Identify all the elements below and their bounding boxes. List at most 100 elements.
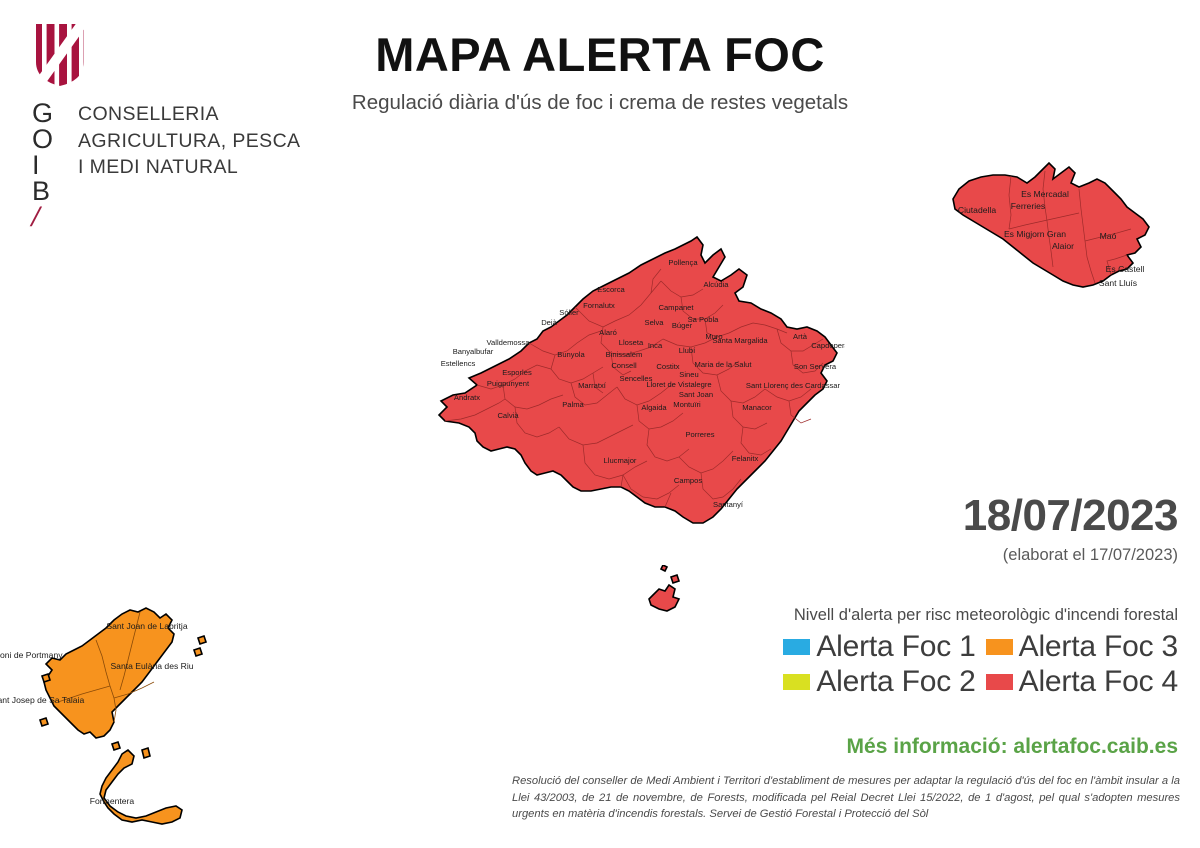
municipality-label: Alcúdia: [704, 280, 730, 289]
municipality-label: Formentera: [90, 796, 135, 806]
municipality-label: Banyalbufar: [453, 347, 494, 356]
municipality-label: Sencelles: [620, 374, 653, 383]
municipality-label: Ferreries: [1011, 201, 1045, 211]
page-header: MAPA ALERTA FOC Regulació diària d'ús de…: [0, 30, 1200, 116]
municipality-label: Maó: [1100, 231, 1117, 241]
goib-acronym-block: G O I B / CONSELLERIA AGRICULTURA, PESCA…: [26, 98, 366, 233]
municipality-label: Sant Llorenç des Cardassar: [746, 381, 841, 390]
municipality-label: Santa Margalida: [712, 336, 768, 345]
organization-name: CONSELLERIA AGRICULTURA, PESCA I MEDI NA…: [78, 101, 300, 230]
municipality-label: Deià: [541, 318, 557, 327]
goib-letter-i: I: [32, 150, 41, 180]
legend-row-2: Alerta Foc 2 Alerta Foc 4: [783, 664, 1178, 699]
elaboration-date: (elaborat el 17/07/2023): [1002, 546, 1178, 564]
org-line-3: I MEDI NATURAL: [78, 156, 239, 178]
municipality-label: Puigpunyent: [487, 379, 530, 388]
municipality-label: Campos: [674, 476, 702, 485]
goib-logo: G O I B / CONSELLERIA AGRICULTURA, PESCA…: [26, 22, 366, 233]
municipality-label: Felanitx: [732, 454, 759, 463]
swatch-level-4: [985, 673, 1013, 690]
municipality-label: Sineu: [679, 370, 698, 379]
alert-date: 18/07/2023: [962, 491, 1179, 540]
eivissa-municipal-boundaries: [57, 611, 155, 723]
municipality-label: Calvià: [497, 411, 519, 420]
goib-letter-o: O: [32, 124, 54, 154]
legal-disclaimer: Resolució del conseller de Medi Ambient …: [512, 775, 1180, 820]
legend-item-alerta-foc-3[interactable]: Alerta Foc 3: [985, 629, 1179, 663]
municipality-label: Manacor: [742, 403, 772, 412]
municipality-label: Artà: [793, 332, 808, 341]
municipality-label: Son Servera: [794, 362, 837, 371]
municipality-label: Campanet: [658, 303, 694, 312]
municipality-label: Consell: [611, 361, 637, 370]
legend-label-1: Alerta Foc 1: [816, 629, 976, 663]
legend-item-alerta-foc-4[interactable]: Alerta Foc 4: [985, 664, 1179, 698]
municipality-label: Esporles: [502, 368, 532, 377]
municipality-label: Sant Lluís: [1099, 278, 1137, 288]
municipality-label: Inca: [648, 341, 663, 350]
municipality-label: Búger: [672, 321, 693, 330]
balearic-shield-icon: [34, 22, 86, 88]
municipality-label: Algaida: [641, 403, 667, 412]
municipality-label: Es Migjorn Gran: [1004, 229, 1066, 239]
municipality-label: Sant Josep de Sa Talaia: [0, 695, 84, 705]
municipality-label: Marratxí: [578, 381, 607, 390]
municipality-label: Valldemossa: [487, 338, 531, 347]
page-subtitle: Regulació diària d'ús de foc i crema de …: [351, 91, 849, 115]
municipality-label: Maria de la Salut: [695, 360, 753, 369]
legend-label-2: Alerta Foc 2: [816, 664, 976, 698]
map-menorca[interactable]: Ciutadella Ferreries Es Mercadal Es Migjorn…: [935, 155, 1165, 305]
municipality-label: Llubí: [679, 346, 696, 355]
municipality-label: Andratx: [454, 393, 480, 402]
more-info-link[interactable]: Més informació: alertafoc.caib.es: [846, 735, 1178, 758]
municipality-label: Pollença: [668, 258, 698, 267]
legend: Nivell d'alerta per risc meteorològic d'…: [783, 606, 1178, 699]
municipality-label: Binissalem: [606, 350, 643, 359]
page-title: MAPA ALERTA FOC: [375, 28, 825, 81]
municipality-label: Sant Antoni de Portmany: [0, 650, 63, 660]
municipality-label: Santa Eulària des Riu: [110, 661, 193, 671]
swatch-level-3: [985, 638, 1013, 655]
municipality-label: Sant Joan: [679, 390, 713, 399]
municipality-label: Fornalutx: [583, 301, 615, 310]
legend-label-4: Alerta Foc 4: [1018, 664, 1179, 698]
goib-slash-mark: /: [28, 202, 44, 232]
goib-letter-g: G: [32, 98, 54, 128]
legend-row-1: Alerta Foc 1 Alerta Foc 3: [783, 629, 1178, 664]
municipality-label: Porreres: [685, 430, 714, 439]
municipality-label: Alaró: [599, 328, 617, 337]
municipality-label: Sant Joan de Labritja: [106, 621, 187, 631]
municipality-label: Montuïri: [673, 400, 701, 409]
eivissa-landmass: Sant Joan de Labritja Sant Antoni de Port…: [0, 607, 208, 825]
municipality-label: Lloret de Vistalegre: [646, 380, 711, 389]
legend-title: Nivell d'alerta per risc meteorològic d'…: [793, 606, 1178, 624]
goib-letter-b: B: [32, 176, 51, 206]
municipality-label: Lloseta: [619, 338, 644, 347]
municipality-label: Muro: [705, 332, 722, 341]
municipality-label: Llucmajor: [604, 456, 637, 465]
municipality-label: Alaior: [1052, 241, 1074, 251]
municipality-label: Ciutadella: [958, 205, 996, 215]
municipality-label: Estellencs: [441, 359, 476, 368]
municipality-label: Es Castell: [1106, 264, 1145, 274]
legend-item-alerta-foc-2[interactable]: Alerta Foc 2: [783, 664, 976, 698]
municipality-label: Bunyola: [557, 350, 585, 359]
municipality-label: Es Mercadal: [1021, 189, 1069, 199]
map-cabrera[interactable]: [635, 565, 705, 625]
org-line-1: CONSELLERIA: [78, 103, 219, 125]
map-eivissa-formentera[interactable]: Sant Joan de Labritja Sant Antoni de Port…: [0, 598, 260, 848]
legend-item-alerta-foc-1[interactable]: Alerta Foc 1: [783, 629, 976, 663]
municipality-label: Sóller: [559, 308, 579, 317]
swatch-level-2: [783, 673, 811, 690]
mallorca-municipal-boundaries: [444, 268, 824, 508]
menorca-municipality-labels: Ciutadella Ferreries Es Mercadal Es Migjorn…: [958, 189, 1145, 288]
menorca-landmass: Ciutadella Ferreries Es Mercadal Es Migjorn…: [952, 161, 1150, 288]
date-block: 18/07/2023 (elaborat el 17/07/2023): [962, 491, 1179, 565]
municipality-label: Costitx: [656, 362, 679, 371]
municipality-label: Capdepera: [811, 341, 845, 350]
legend-label-3: Alerta Foc 3: [1018, 629, 1179, 663]
municipality-label: Sa Pobla: [688, 315, 720, 324]
